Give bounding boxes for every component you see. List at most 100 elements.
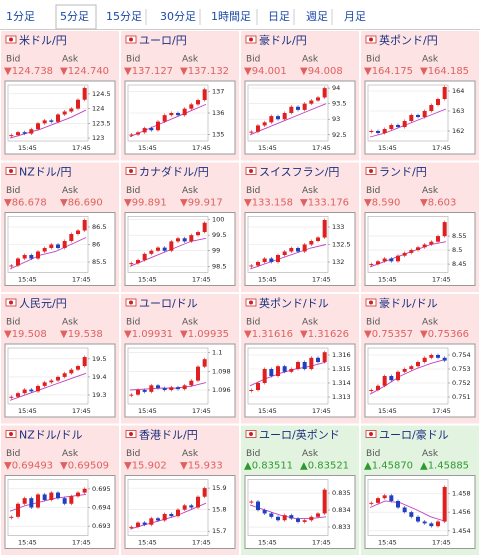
- candle-body: [442, 357, 447, 361]
- moving-average: [369, 500, 447, 522]
- candle-body: [162, 115, 167, 122]
- ask-label: Ask: [422, 186, 439, 196]
- plot-area: [367, 479, 449, 536]
- candle-body: [309, 100, 314, 104]
- candle-body: [36, 251, 40, 259]
- candle-body: [382, 129, 387, 133]
- candle-body: [162, 388, 167, 390]
- y-tick-label: 0.754: [452, 351, 471, 359]
- pair-name[interactable]: 豪ドル/円: [259, 33, 307, 47]
- bid-price: ▼0.69493: [4, 461, 53, 472]
- tab[interactable]: 1時間足: [211, 10, 251, 23]
- bid-label: Bid: [366, 449, 380, 459]
- pair-name[interactable]: ユーロ/豪ドル: [379, 428, 449, 442]
- candle-body: [149, 128, 154, 131]
- bid-label: Bid: [366, 318, 380, 328]
- candle-body: [389, 495, 394, 501]
- plot-area: [7, 84, 89, 142]
- tab[interactable]: 5分足: [60, 10, 89, 23]
- bid-label: Bid: [6, 318, 20, 328]
- bid-price: ▼124.738: [4, 66, 53, 77]
- plot-area: [127, 347, 209, 405]
- x-tick-label: 15:45: [138, 144, 157, 152]
- moving-average: [9, 237, 87, 270]
- bid-price: ▼0.75357: [364, 329, 413, 340]
- candle-body: [56, 244, 60, 248]
- tab[interactable]: 週足: [306, 10, 328, 23]
- bid-label: Bid: [6, 55, 20, 65]
- candle-body: [9, 396, 14, 398]
- y-tick-label: 0.834: [332, 506, 351, 514]
- candle-body: [42, 248, 47, 252]
- tab[interactable]: 日足: [268, 10, 290, 23]
- flag-dot: [249, 300, 253, 305]
- candle-body: [289, 515, 294, 519]
- pair-name[interactable]: 豪ドル/ドル: [379, 296, 438, 310]
- tab-selected: [55, 4, 97, 30]
- candle-body: [442, 222, 447, 237]
- candle-body: [282, 113, 287, 120]
- pair-name[interactable]: ユーロ/英ポンド: [259, 428, 340, 442]
- candle-body: [369, 131, 374, 132]
- y-tick-label: 1.314: [332, 379, 351, 387]
- ask-label: Ask: [422, 449, 439, 459]
- pair-name[interactable]: ユーロ/ドル: [139, 297, 198, 310]
- pair-name[interactable]: スイスフラン/円: [259, 166, 339, 179]
- pair-name[interactable]: ユーロ/円: [139, 34, 187, 47]
- y-tick-label: 132.5: [332, 241, 351, 249]
- bid-label: Bid: [126, 318, 140, 328]
- candle-body: [49, 380, 54, 383]
- flag-dot: [369, 432, 373, 436]
- x-tick-label: 17:45: [312, 539, 331, 547]
- candle-body: [16, 132, 20, 136]
- flag-dot: [9, 169, 13, 173]
- moving-average: [129, 103, 207, 138]
- pair-name[interactable]: NZドル/円: [19, 166, 71, 179]
- y-tick-label: 0.752: [452, 379, 471, 387]
- moving-average: [369, 108, 447, 138]
- pair-name[interactable]: ランド/円: [379, 166, 427, 179]
- candle-body: [409, 366, 414, 369]
- y-tick-label: 132: [332, 258, 344, 266]
- pair-name[interactable]: 香港ドル/円: [139, 429, 198, 442]
- y-tick-label: 0.833: [332, 523, 351, 531]
- pair-name[interactable]: 英ポンド/円: [379, 33, 438, 47]
- x-tick-label: 15:45: [18, 144, 37, 152]
- candle-body: [76, 230, 80, 234]
- candle-body: [69, 108, 74, 112]
- candle-body: [182, 505, 187, 510]
- tab[interactable]: 15分足: [106, 10, 142, 23]
- pair-name[interactable]: NZドル/ドル: [19, 429, 82, 442]
- flag-dot: [9, 432, 13, 436]
- plot-area: [247, 347, 329, 405]
- candle-body: [322, 220, 327, 238]
- candle-body: [69, 234, 74, 241]
- pair-name[interactable]: 英ポンド/ドル: [259, 296, 329, 310]
- y-tick-label: 8.5: [452, 246, 462, 254]
- candle-body: [76, 492, 80, 497]
- pair-name[interactable]: 米ドル/円: [19, 34, 67, 47]
- x-tick-label: 17:45: [312, 144, 331, 152]
- tab[interactable]: 30分足: [160, 10, 196, 23]
- x-tick-label: 15:45: [258, 539, 277, 547]
- tab[interactable]: 1分足: [6, 10, 35, 23]
- candle-body: [429, 355, 434, 358]
- pair-name[interactable]: 人民元/円: [19, 297, 67, 310]
- bid-price: ▼8.590: [364, 198, 400, 209]
- candle-body: [289, 369, 294, 372]
- candle-body: [269, 513, 274, 517]
- candle-body: [136, 132, 140, 135]
- candle-body: [9, 135, 14, 137]
- candle-body: [16, 393, 20, 397]
- candle-body: [56, 492, 60, 499]
- candle-body: [182, 108, 187, 116]
- y-tick-label: 0.751: [452, 393, 471, 401]
- candle-body: [262, 369, 267, 383]
- candle-body: [402, 121, 407, 127]
- pair-name[interactable]: カナダドル/円: [139, 165, 209, 179]
- tab[interactable]: 月足: [344, 10, 366, 23]
- candle-body: [422, 111, 427, 117]
- moving-average: [129, 382, 207, 391]
- y-tick-label: 1.315: [332, 365, 351, 373]
